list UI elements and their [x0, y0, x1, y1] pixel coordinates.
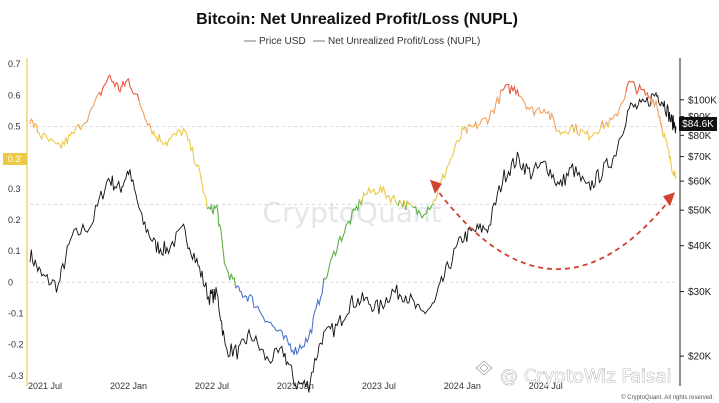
left-tick-7: 0 — [8, 277, 13, 287]
nupl-segment-34 — [570, 123, 575, 133]
nupl-segment-12 — [323, 198, 360, 280]
nupl-segment-32 — [518, 95, 557, 132]
x-tick-1: 2022 Jan — [110, 381, 147, 391]
x-tick-5: 2024 Jan — [444, 381, 481, 391]
nupl-segment-7 — [98, 74, 140, 101]
nupl-segment-20 — [405, 200, 408, 210]
left-tick-0: 0.7 — [8, 59, 21, 69]
right-tick-8: $20K — [688, 352, 712, 363]
right-tick-7: $30K — [688, 287, 712, 298]
nupl-segment-5 — [80, 124, 84, 131]
current-nupl-badge: 0.3’ — [3, 153, 27, 165]
current-nupl-badge-bg — [3, 153, 27, 165]
current-price-badge: $84.6K — [679, 117, 717, 131]
nupl-segment-16 — [397, 199, 401, 206]
x-tick-4: 2023 Jul — [362, 381, 396, 391]
left-tick-10: -0.3 — [8, 371, 24, 381]
nupl-segment-30 — [478, 90, 502, 126]
nupl-segment-40 — [604, 121, 609, 128]
nupl-segment-9 — [150, 126, 208, 210]
nupl-segment-2 — [34, 122, 39, 133]
price-line — [29, 91, 677, 393]
right-axis-ticks: $100K$90K$80K$70K$60K$50K$40K$30K$20K — [680, 95, 717, 363]
current-price-badge-bg — [679, 117, 717, 131]
nupl-segment-26 — [468, 124, 474, 128]
left-tick-9: -0.2 — [8, 340, 24, 350]
nupl-segment-1 — [33, 123, 36, 129]
chart-title: Bitcoin: Net Unrealized Profit/Loss (NUP… — [196, 11, 518, 28]
left-tick-5: 0.2 — [8, 215, 21, 225]
nupl-segment-4 — [77, 123, 82, 131]
nupl-segment-46 — [648, 96, 664, 133]
right-tick-6: $40K — [688, 241, 712, 252]
right-tick-3: $70K — [688, 152, 712, 163]
nupl-segment-15 — [361, 185, 399, 207]
current-price-label: $84.6K — [682, 119, 714, 130]
nupl-segment-43 — [625, 80, 647, 96]
annotation-arrowhead-end — [662, 192, 675, 207]
nupl-segment-22 — [412, 203, 433, 220]
left-tick-8: -0.1 — [8, 308, 24, 318]
nupl-segment-6 — [82, 91, 100, 126]
nupl-segment-45 — [646, 92, 650, 99]
annotation-arc — [433, 185, 672, 271]
left-axis-ticks: 0.70.60.50.40.30.20.10-0.1-0.2-0.3 — [8, 59, 24, 381]
legend-nupl-label: Net Unrealized Profit/Loss (NUPL) — [328, 36, 480, 47]
right-tick-5: $50K — [688, 206, 712, 217]
nupl-segment-14 — [360, 199, 363, 205]
x-tick-0: 2021 Jul — [28, 381, 62, 391]
nupl-segment-21 — [406, 200, 413, 207]
nupl-segment-38 — [600, 120, 605, 130]
legend-price-label: Price USD — [259, 36, 306, 47]
nupl-segment-28 — [473, 120, 478, 130]
x-tick-2: 2022 Jul — [195, 381, 229, 391]
nupl-segment-11 — [235, 278, 325, 356]
nupl-segment-8 — [138, 99, 152, 129]
price-series — [29, 91, 677, 393]
current-nupl-label: 0.3’ — [8, 154, 23, 164]
nupl-segment-3 — [37, 123, 79, 150]
binance-logo-icon — [475, 360, 493, 376]
left-tick-2: 0.5 — [8, 122, 21, 132]
nupl-segment-42 — [609, 92, 627, 121]
nupl-segment-27 — [472, 125, 475, 128]
nupl-segment-41 — [607, 117, 611, 128]
nupl-segment-47 — [661, 132, 677, 179]
footer-copyright: © CryptoQuant. All rights reserved. — [621, 394, 714, 401]
nupl-segment-29 — [476, 124, 480, 130]
left-tick-6: 0.1 — [8, 246, 21, 256]
nupl-segment-17 — [399, 199, 404, 208]
nupl-segment-10 — [206, 203, 237, 289]
right-tick-2: $80K — [688, 131, 712, 142]
nupl-segment-0 — [29, 117, 35, 129]
credit-text: @ CryptoWiz Faisal — [500, 366, 672, 387]
annotation-arrowhead-start — [429, 179, 442, 194]
nupl-segment-39 — [603, 124, 606, 130]
credit-overlay: @ CryptoWiz Faisal — [475, 360, 672, 387]
legend: Price USD Net Unrealized Profit/Loss (NU… — [244, 36, 480, 47]
right-tick-4: $60K — [688, 177, 712, 188]
nupl-series — [29, 74, 677, 356]
x-tick-6: 2024 Jul — [529, 381, 563, 391]
nupl-segment-25 — [466, 124, 469, 134]
nupl-segment-23 — [431, 126, 466, 205]
nupl-segment-36 — [575, 123, 579, 135]
right-tick-0: $100K — [688, 95, 717, 106]
nupl-segment-33 — [556, 125, 572, 136]
left-tick-4: 0.3 — [8, 184, 21, 194]
left-tick-1: 0.6 — [8, 90, 21, 100]
annotation-arrow — [429, 179, 675, 271]
nupl-segment-31 — [500, 83, 520, 97]
nupl-segment-37 — [577, 126, 602, 142]
